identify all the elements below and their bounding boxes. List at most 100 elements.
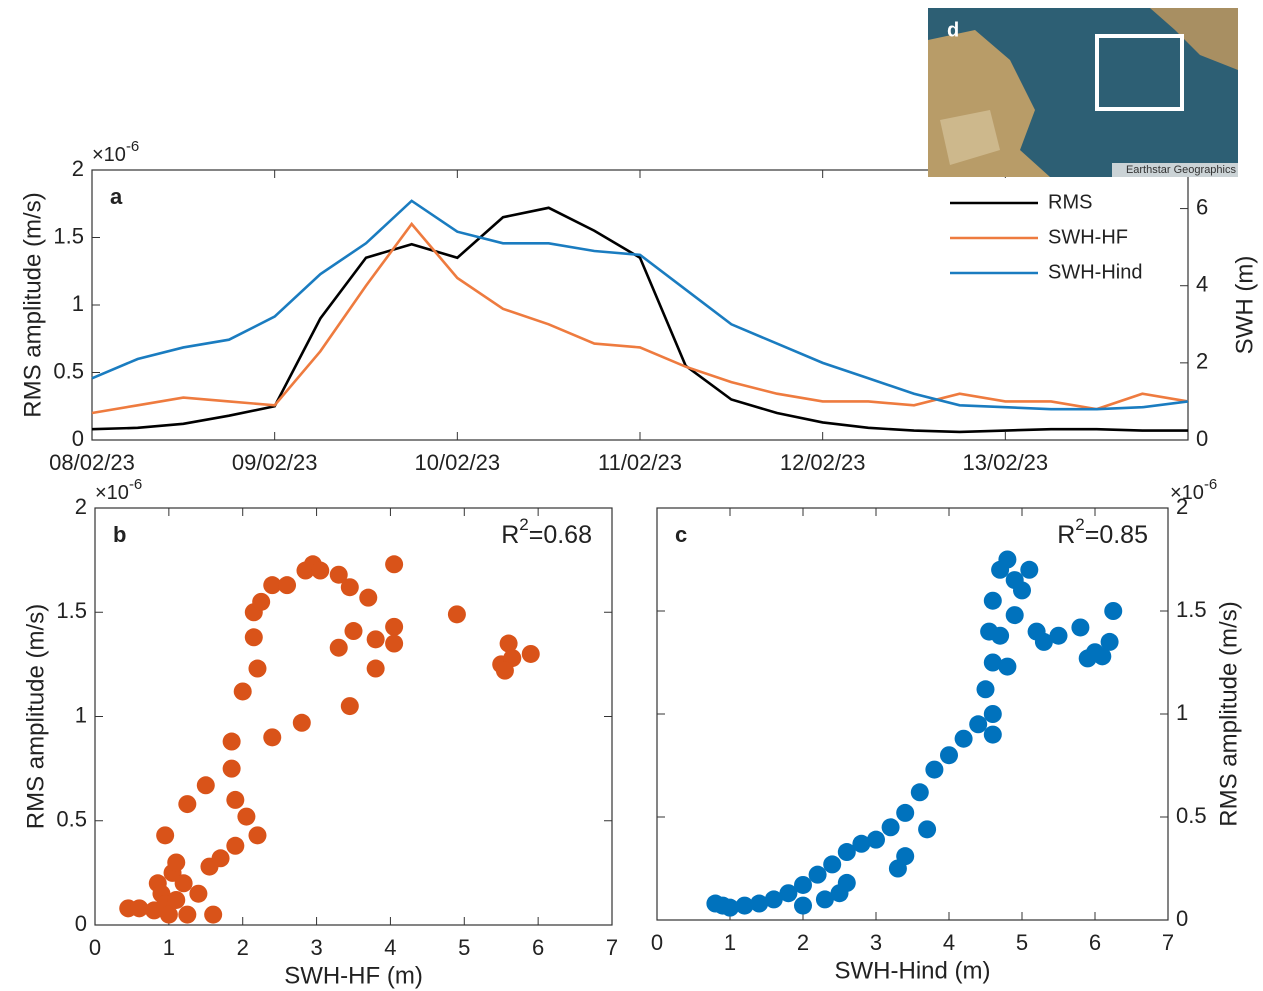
scatter-point — [263, 728, 281, 746]
x-tick-label: 13/02/23 — [963, 450, 1049, 475]
scatter-point — [896, 847, 914, 865]
annotation: R2=0.68 — [501, 515, 592, 548]
x-tick-label: 4 — [384, 935, 396, 960]
x-tick-label: 1 — [724, 930, 736, 955]
scatter-point — [223, 760, 241, 778]
series-line — [92, 201, 1188, 409]
scatter-point — [212, 849, 230, 867]
scatter-point — [385, 635, 403, 653]
axis-exponent: ×10-6 — [92, 138, 139, 166]
scatter-point — [189, 885, 207, 903]
scatter-point — [448, 605, 466, 623]
scatter-point — [178, 795, 196, 813]
figure: 08/02/2309/02/2310/02/2311/02/2312/02/23… — [0, 0, 1263, 991]
x-tick-label: 5 — [458, 935, 470, 960]
x-tick-label: 1 — [163, 935, 175, 960]
legend-label: SWH-HF — [1048, 226, 1128, 248]
scatter-point — [385, 618, 403, 636]
exponent-power: -6 — [1204, 476, 1217, 493]
y-axis-label: RMS amplitude (m/s) — [1215, 601, 1242, 826]
scatter-point — [175, 874, 193, 892]
x-tick-label: 4 — [943, 930, 955, 955]
scatter-point — [237, 808, 255, 826]
scatter-point — [940, 746, 958, 764]
x-tick-label: 2 — [237, 935, 249, 960]
scatter-point — [1101, 633, 1119, 651]
x-tick-label: 5 — [1016, 930, 1028, 955]
panel-label: d — [947, 19, 959, 41]
y-tick-label: 1.5 — [56, 598, 87, 623]
y-tick-label: 1 — [1176, 700, 1188, 725]
y-tick-label: 0.5 — [1176, 803, 1207, 828]
x-tick-label: 08/02/23 — [49, 450, 135, 475]
exponent-base: ×10 — [92, 144, 126, 166]
scatter-point — [823, 855, 841, 873]
plot-frame — [92, 170, 1188, 440]
scatter-point — [252, 593, 270, 611]
scatter-point — [311, 562, 329, 580]
map-credit: Earthstar Geographics — [1126, 164, 1237, 176]
y2-tick-label: 6 — [1196, 194, 1208, 219]
y2-tick-label: 2 — [1196, 349, 1208, 374]
x-tick-label: 7 — [606, 935, 618, 960]
scatter-point — [359, 589, 377, 607]
scatter-point — [882, 818, 900, 836]
x-tick-label: 11/02/23 — [598, 450, 682, 475]
scatter-point — [1071, 618, 1089, 636]
scatter-point — [293, 714, 311, 732]
annotation-text: =0.85 — [1085, 521, 1148, 549]
series-line — [92, 224, 1188, 413]
scatter-point — [367, 660, 385, 678]
scatter-point — [197, 776, 215, 794]
scatter-point — [178, 906, 196, 924]
scatter-point — [248, 826, 266, 844]
scatter-point — [1086, 643, 1104, 661]
scatter-point — [522, 645, 540, 663]
x-axis-label: SWH-HF (m) — [284, 962, 423, 989]
scatter-point — [245, 628, 263, 646]
scatter-point — [345, 622, 363, 640]
scatter-point — [167, 853, 185, 871]
scatter-point — [984, 592, 1002, 610]
y-tick-label: 0 — [1176, 906, 1188, 931]
y-tick-label: 1 — [72, 291, 84, 316]
y-axis-label: RMS amplitude (m/s) — [19, 192, 46, 417]
y-tick-label: 0.5 — [56, 807, 87, 832]
annotation-sup: 2 — [1075, 515, 1084, 534]
scatter-point — [1104, 602, 1122, 620]
scatter-point — [911, 783, 929, 801]
scatter-point — [794, 897, 812, 915]
annotation-base: R — [1057, 521, 1075, 549]
scatter-point — [234, 682, 252, 700]
x-tick-label: 12/02/23 — [780, 450, 866, 475]
scatter-point — [991, 627, 1009, 645]
scatter-point — [809, 866, 827, 884]
scatter-point — [794, 876, 812, 894]
scatter-point — [998, 658, 1016, 676]
x-tick-label: 3 — [310, 935, 322, 960]
scatter-point — [278, 576, 296, 594]
scatter-point — [998, 551, 1016, 569]
scatter-point — [341, 697, 359, 715]
x-tick-label: 6 — [1089, 930, 1101, 955]
scatter-point — [984, 705, 1002, 723]
x-tick-label: 10/02/23 — [415, 450, 501, 475]
map-inset: d Earthstar Geographics — [928, 8, 1238, 177]
y-axis-label: RMS amplitude (m/s) — [22, 604, 49, 829]
exponent-base: ×10 — [95, 482, 129, 504]
y-tick-label: 0 — [75, 911, 87, 936]
scatter-point — [918, 820, 936, 838]
annotation: R2=0.85 — [1057, 515, 1148, 548]
scatter-point — [156, 826, 174, 844]
scatter-point — [1050, 627, 1068, 645]
y-tick-label: 2 — [75, 494, 87, 519]
y2-tick-label: 0 — [1196, 426, 1208, 451]
exponent-power: -6 — [129, 476, 142, 493]
scatter-point — [341, 578, 359, 596]
exponent-power: -6 — [126, 138, 139, 155]
scatter-point — [226, 837, 244, 855]
axis-exponent: ×10-6 — [95, 476, 142, 504]
scatter-point — [977, 680, 995, 698]
scatter-point — [984, 726, 1002, 744]
annotation-text: =0.68 — [529, 521, 592, 549]
